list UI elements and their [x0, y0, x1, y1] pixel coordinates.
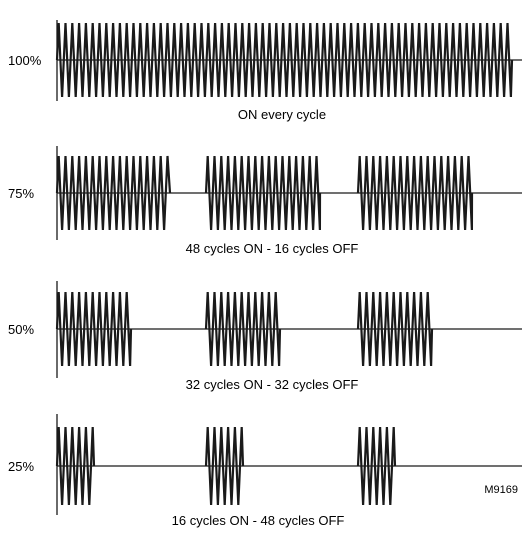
panel-25-percent: 25% 16 cycles ON - 48 cycles OFF — [8, 414, 522, 528]
on-cycles-burst — [204, 426, 245, 506]
on-cycles-burst — [55, 291, 133, 367]
on-cycles-burst — [204, 291, 282, 367]
panel-label: 100% — [8, 53, 42, 68]
panel-100-percent: 100% ON every cycle — [8, 20, 522, 122]
waveform-bursts — [55, 291, 434, 367]
panel-caption: 16 cycles ON - 48 cycles OFF — [172, 513, 345, 528]
panel-label: 50% — [8, 322, 34, 337]
waveform-bursts — [55, 22, 514, 98]
panel-caption: 32 cycles ON - 32 cycles OFF — [186, 377, 359, 392]
figure-id: M9169 — [484, 484, 518, 496]
on-cycles-burst — [356, 426, 397, 506]
panel-label: 25% — [8, 459, 34, 474]
on-cycles-burst — [55, 155, 172, 231]
waveform-bursts — [55, 155, 474, 231]
panel-caption: 48 cycles ON - 16 cycles OFF — [186, 241, 359, 256]
on-cycles-burst — [55, 426, 96, 506]
on-cycles-burst — [204, 155, 322, 231]
on-cycles-burst — [356, 291, 434, 367]
panel-75-percent: 75% 48 cycles ON - 16 cycles OFF — [8, 146, 522, 256]
on-cycles-burst — [356, 155, 474, 231]
on-cycles-burst — [55, 22, 514, 98]
panel-50-percent: 50% 32 cycles ON - 32 cycles OFF — [8, 281, 522, 392]
panel-label: 75% — [8, 186, 34, 201]
panel-caption: ON every cycle — [238, 107, 326, 122]
waveform-bursts — [55, 426, 397, 506]
